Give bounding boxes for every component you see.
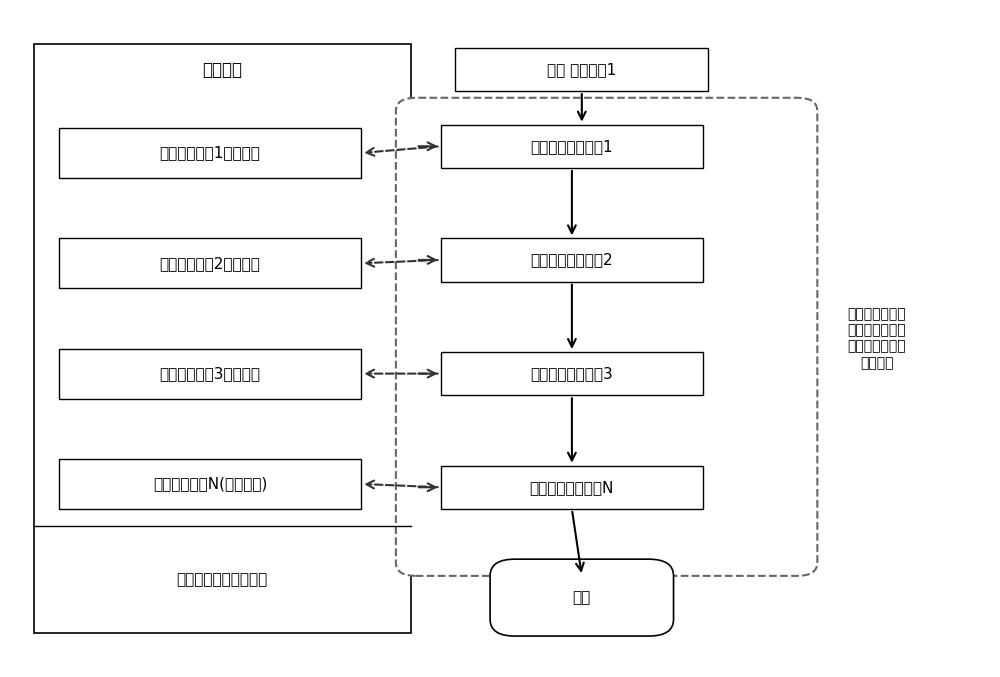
Text: 点击 编辑控件1: 点击 编辑控件1 [547, 62, 616, 77]
Text: 结束: 结束 [573, 590, 591, 605]
Text: 数据编辑控件2（数值）: 数据编辑控件2（数值） [160, 256, 260, 271]
Text: 主界面不变，信
息仑面板显示区
域根据编辑类型
动态切换: 主界面不变，信 息仑面板显示区 域根据编辑类型 动态切换 [848, 307, 906, 370]
Text: 数据编辑控件N(其他类型): 数据编辑控件N(其他类型) [153, 477, 267, 492]
FancyBboxPatch shape [441, 238, 703, 282]
Text: 业务界面: 业务界面 [202, 61, 242, 79]
FancyBboxPatch shape [59, 238, 361, 288]
Text: 切换信息录入面板N: 切换信息录入面板N [530, 480, 614, 495]
FancyBboxPatch shape [59, 459, 361, 509]
FancyBboxPatch shape [59, 349, 361, 399]
FancyBboxPatch shape [441, 466, 703, 509]
Text: 数据编辑控件3（文本）: 数据编辑控件3（文本） [159, 366, 260, 381]
FancyBboxPatch shape [34, 44, 411, 633]
Text: 信息录入面板显示区域: 信息录入面板显示区域 [177, 571, 268, 587]
FancyBboxPatch shape [441, 352, 703, 395]
Text: 数据编辑控件1（日期）: 数据编辑控件1（日期） [160, 146, 260, 160]
FancyBboxPatch shape [455, 47, 708, 91]
Text: 切换信息录入面板2: 切换信息录入面板2 [531, 253, 613, 267]
Text: 切换信息录入面板1: 切换信息录入面板1 [531, 139, 613, 154]
FancyBboxPatch shape [441, 125, 703, 168]
FancyBboxPatch shape [59, 128, 361, 178]
FancyBboxPatch shape [396, 97, 817, 576]
Text: 切换信息录入面板3: 切换信息录入面板3 [531, 366, 613, 381]
FancyBboxPatch shape [490, 559, 674, 636]
